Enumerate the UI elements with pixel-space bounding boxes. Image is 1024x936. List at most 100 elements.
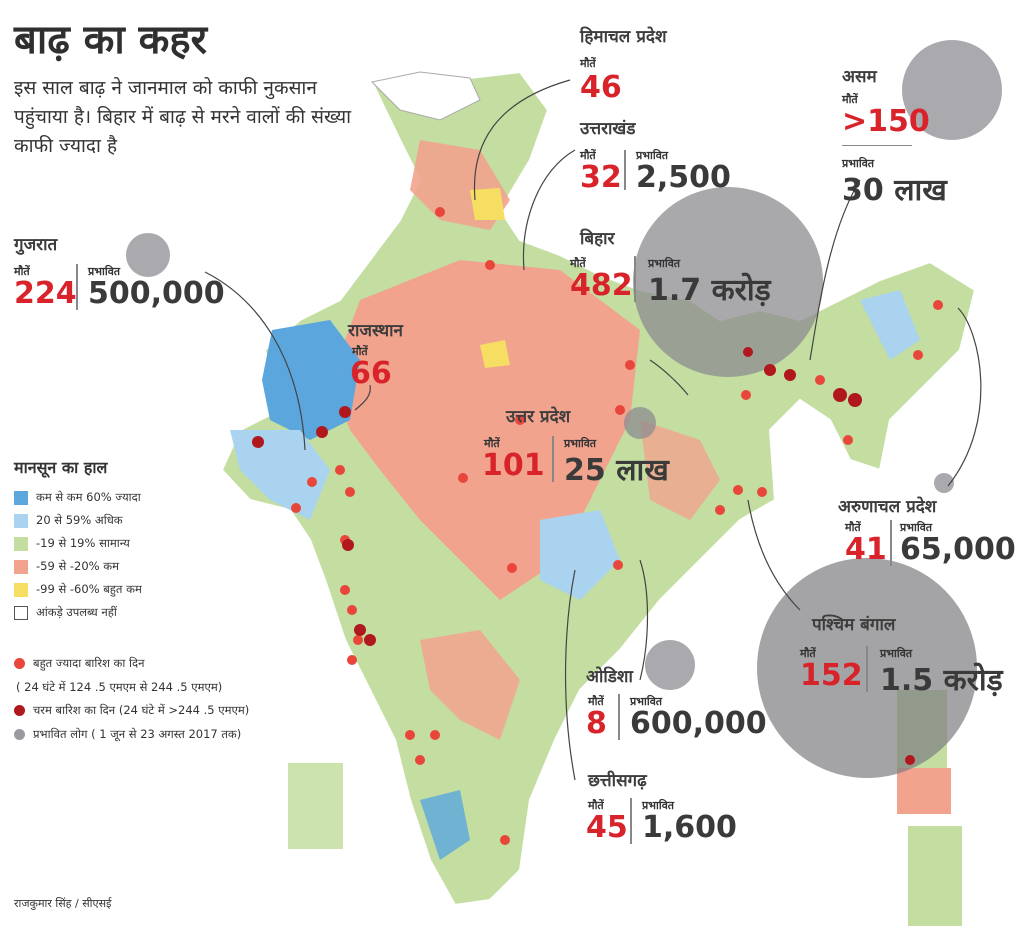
- chhattisgarh-affected-label: प्रभावित: [642, 799, 675, 812]
- legend-item: 20 से 59% अधिक: [14, 513, 123, 528]
- uttarakhand-deaths-label: मौतें: [580, 149, 596, 162]
- up-affected: 25 लाख: [564, 453, 669, 488]
- legend-swatch: [14, 536, 28, 551]
- affected-circle-odisha: [645, 640, 695, 690]
- legend-item: -99 से -60% बहुत कम: [14, 582, 142, 597]
- legend-item: -59 से -20% कम: [14, 559, 119, 574]
- gujarat-divider: [76, 264, 78, 310]
- wb-name: पश्चिम बंगाल: [812, 615, 896, 635]
- gujarat-name: गुजरात: [14, 235, 58, 255]
- bihar-divider: [634, 256, 636, 302]
- legend-heavy-rain-note: ( 24 घंटे में 124 .5 एमएम से 244 .5 एमएम…: [16, 680, 222, 695]
- uttarakhand-deaths: 32: [580, 160, 622, 195]
- odisha-divider: [618, 694, 620, 740]
- odisha-deaths: 8: [586, 706, 607, 741]
- gujarat-deaths: 224: [14, 276, 77, 311]
- wb-divider: [866, 646, 868, 692]
- legend-heavy-rain-label: बहुत ज्यादा बारिश का दिन: [33, 656, 145, 670]
- very-deficient-region-2: [480, 340, 510, 368]
- bihar-affected: 1.7 करोड़: [648, 273, 771, 308]
- wb-deaths-label: मौतें: [800, 647, 816, 660]
- up-divider: [552, 436, 554, 482]
- arunachal-deaths: 41: [845, 532, 887, 567]
- bihar-deaths-label: मौतें: [570, 257, 586, 270]
- uttarakhand-affected: 2,500: [636, 160, 731, 195]
- himachal-deaths: 46: [580, 70, 622, 105]
- lakshadweep-inset: [288, 763, 343, 849]
- legend-item-label: -99 से -60% बहुत कम: [36, 582, 142, 596]
- wb-affected: 1.5 करोड़: [880, 663, 1003, 698]
- affected-people-swatch: [14, 729, 25, 740]
- legend-heavy-rain-note-text: ( 24 घंटे में 124 .5 एमएम से 244 .5 एमएम…: [16, 680, 223, 694]
- uttarakhand-affected-label: प्रभावित: [636, 149, 669, 162]
- moderate-excess-region-ne: [860, 290, 920, 360]
- legend-affected-people-label: प्रभावित लोग ( 1 जून से 23 अगस्त 2017 तक…: [33, 727, 242, 741]
- legend-swatch: [14, 559, 28, 574]
- arunachal-affected-label: प्रभावित: [900, 521, 933, 534]
- legend-affected-people: प्रभावित लोग ( 1 जून से 23 अगस्त 2017 तक…: [14, 727, 241, 742]
- andaman-inset-bottom: [897, 768, 951, 814]
- moderate-excess-region-central: [540, 510, 620, 600]
- odisha-affected: 600,000: [630, 706, 767, 741]
- legend-swatch: [14, 582, 28, 597]
- extreme-rain-swatch: [14, 705, 25, 716]
- legend-heavy-rain: बहुत ज्यादा बारिश का दिन: [14, 656, 145, 671]
- extreme-rain-dots: [252, 347, 915, 765]
- legend-item: कम से कम 60% ज्यादा: [14, 490, 141, 505]
- legend-extreme-rain: चरम बारिश का दिन (24 घंटे में >244 .5 एम…: [14, 703, 249, 718]
- legend-item-label: -59 से -20% कम: [36, 559, 119, 573]
- assam-deaths: >150: [842, 104, 930, 139]
- legend-item-label: -19 से 19% सामान्य: [36, 536, 130, 550]
- gujarat-affected-label: प्रभावित: [88, 265, 121, 278]
- chhattisgarh-affected: 1,600: [642, 810, 737, 845]
- page-title: बाढ़ का कहर: [14, 17, 207, 63]
- affected-circle-bihar: [633, 187, 823, 377]
- rajasthan-name: राजस्थान: [348, 321, 403, 341]
- assam-affected: 30 लाख: [842, 173, 947, 208]
- chhattisgarh-deaths-label: मौतें: [588, 799, 604, 812]
- uttarakhand-name: उत्तराखंड: [580, 119, 636, 139]
- himachal-deaths-label: मौतें: [580, 57, 596, 70]
- legend-swatch: [14, 605, 28, 620]
- arunachal-name: अरुणाचल प्रदेश: [838, 497, 937, 517]
- gujarat-affected: 500,000: [88, 276, 225, 311]
- deficient-region-south: [420, 630, 520, 740]
- up-deaths: 101: [482, 448, 545, 483]
- assam-name: असम: [842, 67, 877, 87]
- uttarakhand-divider: [624, 150, 626, 190]
- rajasthan-deaths-label: मौतें: [352, 345, 368, 358]
- up-deaths-label: मौतें: [484, 437, 500, 450]
- arunachal-deaths-label: मौतें: [845, 521, 861, 534]
- odisha-affected-label: प्रभावित: [630, 695, 663, 708]
- legend-title: मानसून का हाल: [14, 458, 108, 477]
- heavy-rain-dots: [291, 207, 943, 845]
- chhattisgarh-name: छत्तीसगढ़: [588, 771, 647, 791]
- assam-affected-label: प्रभावित: [842, 157, 875, 170]
- legend-item: -19 से 19% सामान्य: [14, 536, 130, 551]
- chhattisgarh-divider: [630, 798, 632, 844]
- bihar-affected-label: प्रभावित: [648, 257, 681, 270]
- legend-swatch: [14, 490, 28, 505]
- legend-item-label: 20 से 59% अधिक: [36, 513, 123, 527]
- deficient-region-central: [330, 260, 640, 600]
- credit: राजकुमार सिंह / सीएसई: [14, 897, 112, 910]
- excess-region-gujarat: [262, 320, 360, 440]
- rajasthan-deaths: 66: [350, 356, 392, 391]
- wb-affected-label: प्रभावित: [880, 647, 913, 660]
- legend-swatch: [14, 513, 28, 528]
- connector-arrows: [204, 79, 982, 781]
- legend-item-label: कम से कम 60% ज्यादा: [36, 490, 141, 504]
- deficient-region-east: [640, 420, 720, 520]
- assam-deaths-label: मौतें: [842, 93, 858, 106]
- affected-circle-arunachal: [934, 473, 954, 493]
- himachal-name: हिमाचल प्रदेश: [580, 27, 667, 47]
- wb-deaths: 152: [800, 658, 863, 693]
- page-subtitle: इस साल बाढ़ ने जानमाल को काफी नुकसान पहु…: [14, 77, 352, 157]
- arunachal-affected: 65,000: [900, 532, 1016, 567]
- affected-circle-gujarat: [126, 233, 170, 277]
- up-affected-label: प्रभावित: [564, 437, 597, 450]
- bihar-deaths: 482: [570, 268, 633, 303]
- nicobar-inset: [908, 826, 962, 926]
- very-deficient-region: [470, 188, 505, 220]
